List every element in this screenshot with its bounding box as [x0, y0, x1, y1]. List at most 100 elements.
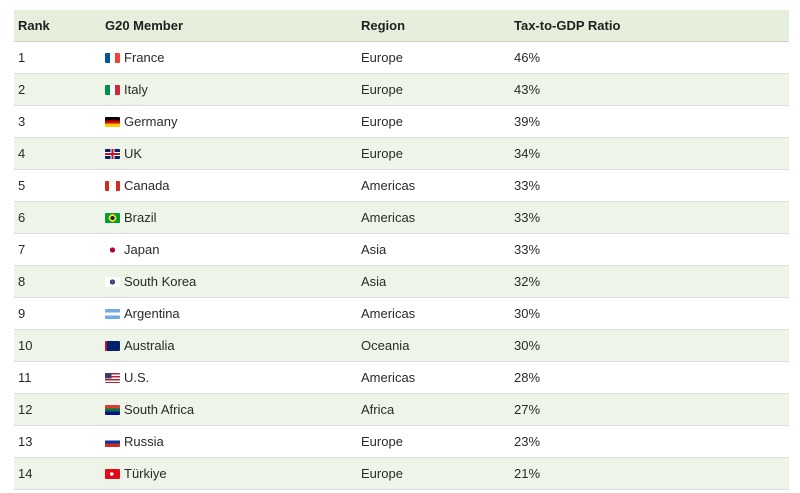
member-name: Japan	[124, 242, 160, 257]
table-row: 9 Argentina Americas 30%	[14, 297, 789, 330]
rank-cell: 2	[14, 73, 105, 106]
member-cell: Italy	[105, 73, 361, 106]
region-cell: Americas	[361, 201, 514, 234]
australia-flag-icon	[105, 340, 120, 351]
canada-flag-icon	[105, 180, 120, 191]
member-cell: Brazil	[105, 201, 361, 234]
rank-cell: 4	[14, 137, 105, 170]
member-cell-content: Russia	[105, 434, 361, 449]
table-row: 4 UK Europe 34%	[14, 137, 789, 170]
header-tax-to-gdp-ratio: Tax-to-GDP Ratio	[514, 10, 789, 42]
member-name: Germany	[124, 114, 178, 129]
rank-cell: 3	[14, 105, 105, 138]
russia-flag-icon	[105, 436, 120, 447]
table-row: 5 Canada Americas 33%	[14, 169, 789, 202]
g20-tax-table: Rank G20 Member Region Tax-to-GDP Ratio …	[14, 10, 789, 490]
rank-cell: 7	[14, 233, 105, 266]
ratio-cell: 33%	[514, 233, 789, 266]
brazil-flag-icon	[105, 212, 120, 223]
rank-cell: 13	[14, 425, 105, 458]
member-cell: U.S.	[105, 361, 361, 394]
region-cell: Africa	[361, 393, 514, 426]
member-cell-content: Japan	[105, 242, 361, 257]
member-cell-content: U.S.	[105, 370, 361, 385]
table-row: 7 Japan Asia 33%	[14, 233, 789, 266]
member-name: Argentina	[124, 306, 180, 321]
argentina-flag-icon	[105, 308, 120, 319]
table-row: 1 France Europe 46%	[14, 41, 789, 74]
france-flag-icon	[105, 52, 120, 63]
turkiye-flag-icon	[105, 468, 120, 479]
member-cell: Australia	[105, 329, 361, 362]
member-cell: Russia	[105, 425, 361, 458]
ratio-cell: 23%	[514, 425, 789, 458]
rank-cell: 5	[14, 169, 105, 202]
ratio-cell: 27%	[514, 393, 789, 426]
rank-cell: 12	[14, 393, 105, 426]
region-cell: Europe	[361, 137, 514, 170]
ratio-cell: 33%	[514, 169, 789, 202]
member-cell: Japan	[105, 233, 361, 266]
region-cell: Europe	[361, 425, 514, 458]
member-name: South Africa	[124, 402, 195, 417]
italy-flag-icon	[105, 84, 120, 95]
rank-cell: 11	[14, 361, 105, 394]
member-name: France	[124, 50, 165, 65]
member-cell-content: South Africa	[105, 402, 361, 417]
g20-tax-table-container: Rank G20 Member Region Tax-to-GDP Ratio …	[14, 10, 789, 490]
ratio-cell: 21%	[514, 457, 789, 490]
member-name: Brazil	[124, 210, 157, 225]
member-cell-content: Argentina	[105, 306, 361, 321]
member-cell: South Africa	[105, 393, 361, 426]
table-row: 14 Türkiye Europe 21%	[14, 457, 789, 490]
header-rank: Rank	[14, 10, 105, 42]
member-cell: Canada	[105, 169, 361, 202]
table-row: 3 Germany Europe 39%	[14, 105, 789, 138]
rank-cell: 6	[14, 201, 105, 234]
member-cell-content: UK	[105, 146, 361, 161]
member-cell-content: Italy	[105, 82, 361, 97]
ratio-cell: 32%	[514, 265, 789, 298]
table-row: 2 Italy Europe 43%	[14, 73, 789, 106]
table-row: 6 Brazil Americas 33%	[14, 201, 789, 234]
table-body: 1 France Europe 46% 2 Italy Europe 43% 3 Germany E…	[14, 41, 789, 490]
member-cell-content: Australia	[105, 338, 361, 353]
region-cell: Americas	[361, 169, 514, 202]
region-cell: Europe	[361, 105, 514, 138]
table-row: 8 South Korea Asia 32%	[14, 265, 789, 298]
region-cell: Asia	[361, 233, 514, 266]
ratio-cell: 34%	[514, 137, 789, 170]
member-cell-content: South Korea	[105, 274, 361, 289]
header-row: Rank G20 Member Region Tax-to-GDP Ratio	[14, 10, 789, 42]
region-cell: Americas	[361, 361, 514, 394]
member-cell-content: Canada	[105, 178, 361, 193]
region-cell: Oceania	[361, 329, 514, 362]
region-cell: Europe	[361, 41, 514, 74]
header-region: Region	[361, 10, 514, 42]
member-cell-content: Germany	[105, 114, 361, 129]
member-name: Australia	[124, 338, 175, 353]
rank-cell: 9	[14, 297, 105, 330]
member-cell: France	[105, 41, 361, 74]
us-flag-icon	[105, 372, 120, 383]
member-name: Italy	[124, 82, 148, 97]
ratio-cell: 30%	[514, 297, 789, 330]
member-name: UK	[124, 146, 143, 161]
region-cell: Asia	[361, 265, 514, 298]
table-row: 10 Australia Oceania 30%	[14, 329, 789, 362]
rank-cell: 10	[14, 329, 105, 362]
ratio-cell: 33%	[514, 201, 789, 234]
member-cell: UK	[105, 137, 361, 170]
ratio-cell: 30%	[514, 329, 789, 362]
member-cell-content: Brazil	[105, 210, 361, 225]
table-header: Rank G20 Member Region Tax-to-GDP Ratio	[14, 10, 789, 42]
region-cell: Europe	[361, 457, 514, 490]
header-g20-member: G20 Member	[105, 10, 361, 42]
ratio-cell: 39%	[514, 105, 789, 138]
table-row: 13 Russia Europe 23%	[14, 425, 789, 458]
member-name: Russia	[124, 434, 164, 449]
table-row: 11 U.S. Americas 28%	[14, 361, 789, 394]
rank-cell: 8	[14, 265, 105, 298]
member-cell: Türkiye	[105, 457, 361, 490]
ratio-cell: 28%	[514, 361, 789, 394]
